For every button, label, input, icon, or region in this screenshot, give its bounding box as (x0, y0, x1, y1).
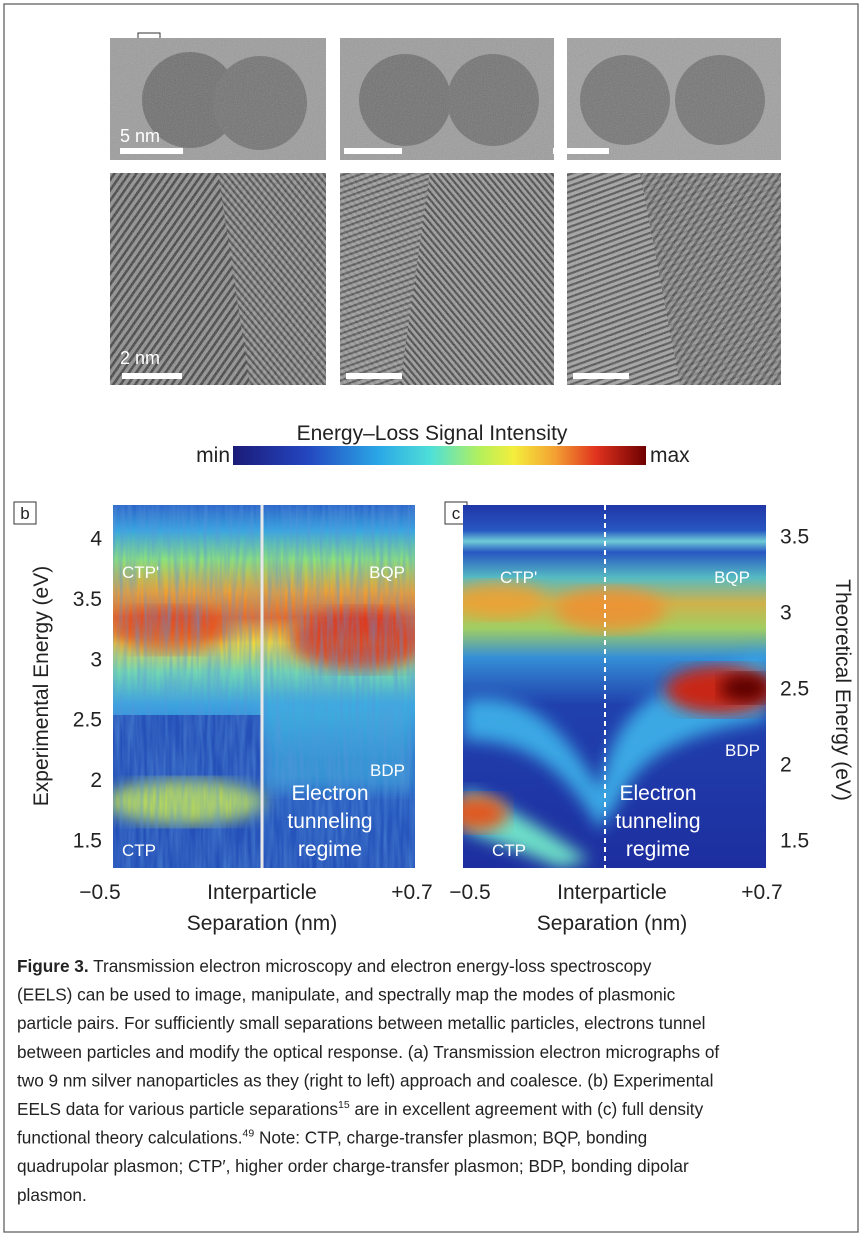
heatmap-theoretical (463, 505, 766, 868)
micrograph-bottom-row (110, 173, 781, 385)
y-tick-label: 2.5 (780, 678, 809, 701)
panel-label: b (20, 504, 29, 523)
y-ticks: 4 3.5 3 2.5 2 1.5 (73, 528, 103, 853)
micrograph-top-row (110, 38, 781, 160)
y-tick-label: 3 (780, 602, 792, 625)
x-tick-label: −0.5 (79, 881, 120, 904)
scale-bar (122, 373, 182, 379)
y-axis-label: Theoretical Energy (eV) (831, 579, 854, 801)
annotation: CTP (122, 841, 156, 860)
scale-bar-label: 5 nm (120, 126, 160, 146)
y-tick-label: 1.5 (780, 830, 809, 853)
scale-bar-label: 2 nm (120, 348, 160, 368)
heatmap-experimental (113, 505, 415, 868)
caption-text: particle pairs. For sufficiently small s… (17, 1013, 705, 1033)
heatmap-hotspot (463, 795, 508, 831)
y-tick-label: 3.5 (73, 588, 102, 611)
y-tick-label: 2.5 (73, 709, 102, 732)
caption-line: between particles and modify the optical… (17, 1042, 719, 1062)
x-axis-label: Separation (nm) (187, 912, 338, 935)
y-tick-label: 1.5 (73, 830, 102, 853)
caption-line: two 9 nm silver nanoparticles as they (r… (17, 1070, 713, 1090)
caption-line: quadrupolar plasmon; CTP′, higher order … (17, 1156, 689, 1176)
caption-text: quadrupolar plasmon; CTP′, higher order … (17, 1156, 689, 1176)
colorbar-max: max (650, 444, 690, 467)
y-tick-label: 3.5 (780, 526, 809, 549)
colorbar-min: min (196, 444, 230, 467)
y-axis-label: Experimental Energy (eV) (30, 566, 53, 806)
scale-bar (120, 148, 183, 154)
heatmap-hotspot (555, 588, 665, 632)
citation: 15 (338, 1099, 350, 1111)
annotation: BQP (369, 563, 405, 582)
caption-line: Figure 3. Transmission electron microsco… (17, 956, 652, 976)
x-axis-label: Interparticle (207, 881, 317, 904)
annotation: BDP (725, 741, 760, 760)
annotation: BQP (714, 568, 750, 587)
regime-label: tunneling (615, 810, 700, 833)
caption-line: particle pairs. For sufficiently small s… (17, 1013, 705, 1033)
caption-text: are in excellent agreement with (c) full… (350, 1099, 704, 1119)
caption-text: between particles and modify the optical… (17, 1042, 719, 1062)
micrograph-grain (110, 173, 326, 385)
scale-bar (344, 148, 402, 154)
heatmap-hotspot (463, 582, 545, 618)
figure-border (3, 3, 859, 1233)
micrograph-grain (567, 38, 781, 160)
caption-line: EELS data for various particle separatio… (17, 1099, 704, 1119)
y-tick-label: 3 (90, 648, 102, 671)
y-ticks: 3.5 3 2.5 2 1.5 (780, 526, 809, 853)
annotation: CTP (492, 841, 526, 860)
caption-text: EELS data for various particle separatio… (17, 1099, 338, 1119)
y-tick-label: 2 (780, 754, 792, 777)
x-tick-label: −0.5 (449, 881, 490, 904)
micrograph-grain (340, 38, 554, 160)
caption-text: (EELS) can be used to image, manipulate,… (17, 985, 676, 1005)
micrograph-grain (110, 38, 326, 160)
caption-text: plasmon. (17, 1185, 87, 1205)
caption-line: functional theory calculations.49 Note: … (17, 1128, 647, 1148)
scale-bar (573, 373, 629, 379)
annotation: CTP' (500, 568, 537, 587)
micrograph-grain (340, 173, 554, 385)
colorbar-title: Energy–Loss Signal Intensity (297, 422, 568, 445)
scale-bar (346, 373, 402, 379)
caption-text: Transmission electron microscopy and ele… (89, 956, 652, 976)
caption-line: plasmon. (17, 1185, 87, 1205)
x-tick-label: +0.7 (391, 881, 432, 904)
regime-label: Electron (291, 782, 368, 805)
panel-label: c (452, 504, 461, 523)
annotation: CTP' (122, 563, 159, 582)
micrograph-grain (567, 173, 781, 385)
x-axis-label: Separation (nm) (537, 912, 688, 935)
regime-label: tunneling (287, 810, 372, 833)
regime-label: Electron (619, 782, 696, 805)
scale-bar (553, 148, 609, 154)
annotation: BDP (370, 761, 405, 780)
x-axis-label: Interparticle (557, 881, 667, 904)
heatmap-hotspot (720, 674, 766, 702)
caption-text: Note: CTP, charge-transfer plasmon; BQP,… (254, 1128, 647, 1148)
caption-text: two 9 nm silver nanoparticles as they (r… (17, 1070, 713, 1090)
colorbar (233, 446, 646, 465)
citation: 49 (242, 1128, 254, 1140)
caption-label: Figure 3. (17, 956, 89, 976)
heatmap-noise (113, 505, 415, 868)
y-tick-label: 2 (90, 769, 102, 792)
caption: Figure 3. Transmission electron microsco… (17, 956, 719, 1205)
regime-label: regime (298, 838, 362, 861)
regime-label: regime (626, 838, 690, 861)
caption-text: functional theory calculations. (17, 1128, 242, 1148)
y-tick-label: 4 (90, 528, 102, 551)
caption-line: (EELS) can be used to image, manipulate,… (17, 985, 676, 1005)
panel-label-box (13, 501, 37, 525)
x-tick-label: +0.7 (741, 881, 782, 904)
